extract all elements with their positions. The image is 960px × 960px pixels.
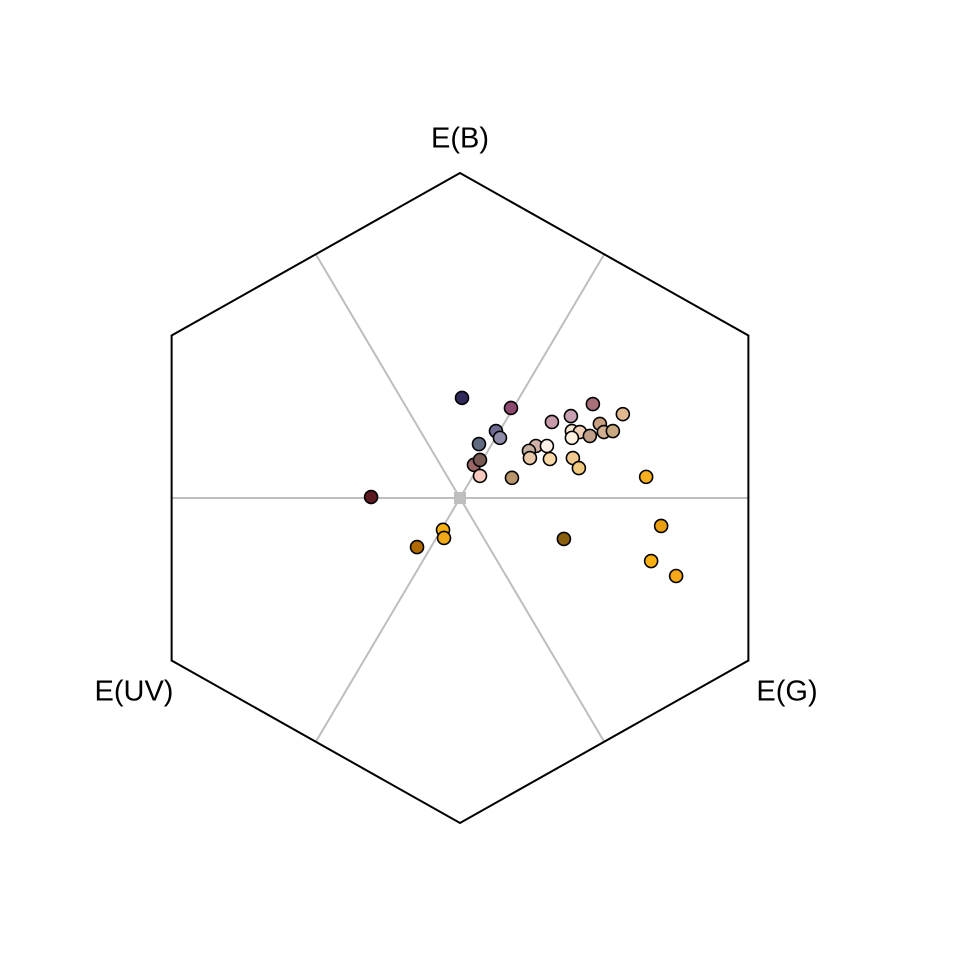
point xyxy=(522,450,538,466)
point xyxy=(492,430,508,446)
point xyxy=(454,390,470,406)
point xyxy=(539,438,555,454)
point xyxy=(582,428,598,444)
point xyxy=(503,400,519,416)
point xyxy=(605,423,621,439)
point xyxy=(585,396,601,412)
point xyxy=(653,518,669,534)
point xyxy=(638,469,654,485)
point xyxy=(363,489,379,505)
hexagon xyxy=(170,171,750,825)
point xyxy=(563,408,579,424)
point xyxy=(544,414,560,430)
point xyxy=(564,430,580,446)
point xyxy=(643,553,659,569)
point xyxy=(471,436,487,452)
spoke xyxy=(314,497,461,743)
point xyxy=(556,531,572,547)
vertex-label: E(B) xyxy=(431,123,489,155)
spoke xyxy=(314,253,461,499)
center-marker xyxy=(454,492,466,504)
point xyxy=(472,468,488,484)
point xyxy=(472,452,488,468)
point xyxy=(542,451,558,467)
point xyxy=(436,530,452,546)
point xyxy=(615,406,631,422)
point xyxy=(668,568,684,584)
vertex-label: E(UV) xyxy=(95,676,174,708)
point xyxy=(504,470,520,486)
spoke xyxy=(459,497,606,743)
vertex-label: E(G) xyxy=(756,676,817,708)
point xyxy=(409,539,425,555)
point xyxy=(571,460,587,476)
